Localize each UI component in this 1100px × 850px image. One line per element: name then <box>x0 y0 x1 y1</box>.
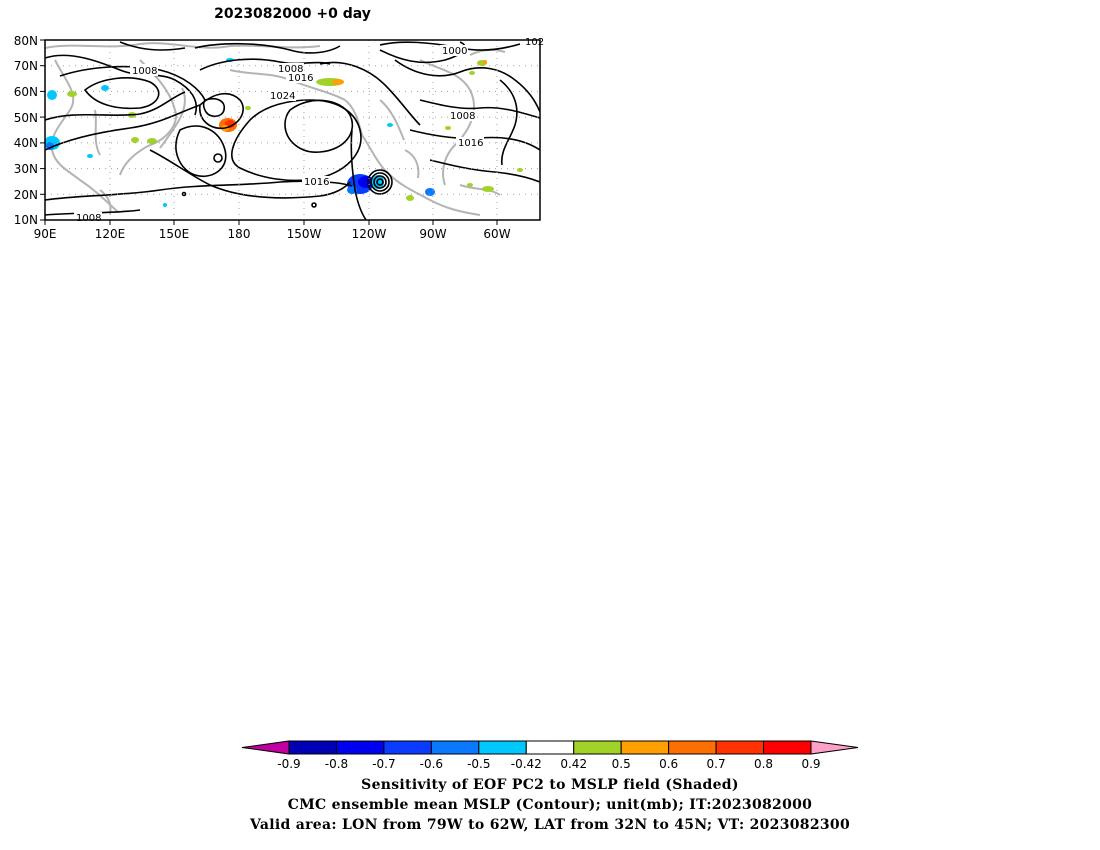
colorbar-tick-label: 0.7 <box>707 757 726 771</box>
contour-label: 1016 <box>458 138 483 149</box>
lat-label-50n: 50N <box>14 111 38 125</box>
contour-label: 1008 <box>278 64 303 75</box>
contour-label: 1024 <box>270 91 295 102</box>
colorbar-box <box>573 740 622 755</box>
lon-label-120w: 120W <box>352 227 387 240</box>
colorbar-tick-label: 0.6 <box>659 757 678 771</box>
gridlines <box>45 40 540 220</box>
contour-label: 1000 <box>442 46 467 57</box>
colorbar-tick-label: 0.42 <box>560 757 587 771</box>
caption-line-1: Sensitivity of EOF PC2 to MSLP field (Sh… <box>361 777 739 793</box>
lon-label-180: 180 <box>228 227 251 240</box>
lon-labels: 90E 120E 150E 180 150W 120W 90W 60W <box>34 227 511 240</box>
colorbar-box <box>383 740 432 755</box>
lat-label-10n: 10N <box>14 213 38 227</box>
colorbar-box <box>335 740 385 755</box>
caption-line-3: Valid area: LON from 79W to 62W, LAT fro… <box>249 817 851 833</box>
tick-marks <box>40 39 498 225</box>
colorbar-box <box>620 740 670 755</box>
colorbar-box <box>525 740 575 755</box>
lon-label-90e: 90E <box>34 227 57 240</box>
colorbar-tick-label: 0.9 <box>801 757 820 771</box>
lat-label-60n: 60N <box>14 85 38 99</box>
lat-label-70n: 70N <box>14 59 38 73</box>
colorbar-box <box>288 740 337 755</box>
lon-label-90w: 90W <box>419 227 446 240</box>
lon-label-120e: 120E <box>95 227 126 240</box>
contour-label: 1016 <box>288 73 313 84</box>
contour-label: 102 <box>525 37 544 48</box>
map-frame <box>44 39 541 221</box>
colorbar-tick-label: -0.42 <box>511 757 542 771</box>
contour-label: 1016 <box>304 177 329 188</box>
colorbar-tick-label: -0.7 <box>372 757 395 771</box>
colorbar-arrow-high <box>810 740 859 755</box>
colorbar-tick-label: -0.8 <box>325 757 348 771</box>
lat-label-20n: 20N <box>14 188 38 202</box>
contour-label: 1008 <box>76 213 101 224</box>
lat-label-30n: 30N <box>14 162 38 176</box>
mslp-map: 1008 1008 1016 1024 1000 1008 1016 1016 … <box>14 34 544 240</box>
contour-label: 1008 <box>450 111 475 122</box>
colorbar-tick-label: -0.9 <box>277 757 300 771</box>
colorbar-box <box>478 740 527 755</box>
colorbar-box <box>430 740 480 755</box>
colorbar-tick-label: 0.5 <box>612 757 631 771</box>
contour-labels: 1008 1008 1016 1024 1000 1008 1016 1016 … <box>74 37 544 224</box>
colorbar-arrow-low <box>241 740 290 755</box>
lat-label-40n: 40N <box>14 136 38 150</box>
colorbar-tick-label: 0.8 <box>754 757 773 771</box>
lat-labels: 80N 70N 60N 50N 40N 30N 20N 10N <box>14 34 38 227</box>
colorbar-tick-label: -0.5 <box>467 757 490 771</box>
colorbar-box <box>763 740 812 755</box>
colorbar-tick-label: -0.6 <box>420 757 443 771</box>
caption-line-2: CMC ensemble mean MSLP (Contour); unit(m… <box>287 797 813 813</box>
lon-label-60w: 60W <box>483 227 510 240</box>
map-title: 2023082000 +0 day <box>214 6 371 22</box>
lon-label-150e: 150E <box>159 227 190 240</box>
lon-label-150w: 150W <box>287 227 322 240</box>
lat-label-80n: 80N <box>14 34 38 48</box>
contour-label: 1008 <box>132 66 157 77</box>
colorbar-box <box>668 740 717 755</box>
colorbar-box <box>715 740 765 755</box>
